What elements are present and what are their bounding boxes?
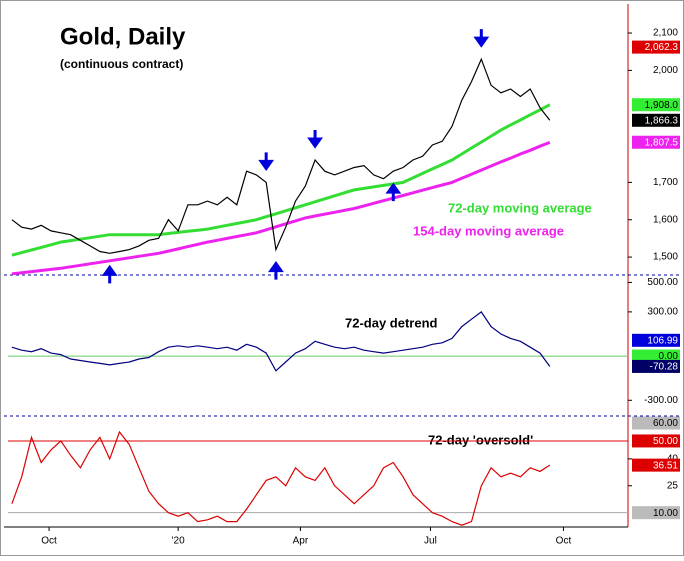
y-tick-label: 1,600 xyxy=(653,214,678,225)
cycle-arrow xyxy=(385,182,402,202)
value-tag xyxy=(632,359,680,373)
x-tick-label: Jul xyxy=(424,536,437,547)
value-tag xyxy=(632,349,680,363)
value-tag xyxy=(632,458,680,472)
value-tag-label: 50.00 xyxy=(653,436,678,447)
legend-label: 72-day moving average xyxy=(448,200,592,215)
data-line xyxy=(11,141,551,275)
panel-title: 72-day 'oversold' xyxy=(428,432,533,447)
value-tag-label: 36.51 xyxy=(653,460,678,471)
y-tick-label: 2,100 xyxy=(653,28,678,39)
chart-subtitle: (continuous contract) xyxy=(60,57,183,71)
cycle-arrow xyxy=(101,264,118,284)
panel-title: 72-day detrend xyxy=(345,315,438,330)
y-tick-label: 300.00 xyxy=(647,307,678,318)
cycle-arrow xyxy=(268,261,284,280)
value-tag-label: 60.00 xyxy=(653,418,678,429)
value-tag-label: 0.00 xyxy=(659,351,679,362)
value-tag xyxy=(632,98,680,112)
value-tag xyxy=(632,40,680,54)
legend-label: 154-day moving average xyxy=(413,223,564,238)
value-tag xyxy=(632,333,680,347)
data-line xyxy=(11,430,551,526)
data-line xyxy=(11,311,551,372)
value-tag-label: 10.00 xyxy=(653,508,678,519)
y-tick-label: 500.00 xyxy=(647,277,678,288)
x-tick-label: Apr xyxy=(293,536,309,547)
data-line xyxy=(11,103,551,257)
value-tag xyxy=(632,434,680,448)
cycle-arrow xyxy=(473,29,490,48)
value-tag xyxy=(632,135,680,149)
x-tick-label: '20 xyxy=(172,536,185,547)
y-tick-label: 1,700 xyxy=(653,177,678,188)
y-tick-label: 2,000 xyxy=(653,65,678,76)
y-tick-label: 25 xyxy=(667,480,679,491)
value-tag-label: -70.28 xyxy=(650,362,679,373)
value-tag xyxy=(632,416,680,430)
cycle-arrow xyxy=(307,129,323,149)
data-line xyxy=(11,57,551,254)
x-tick-label: Oct xyxy=(41,536,57,547)
y-tick-label: 1,500 xyxy=(653,252,678,263)
value-tag-label: 1,807.5 xyxy=(645,137,679,148)
value-tag-label: 2,062.3 xyxy=(645,42,679,53)
chart-title: Gold, Daily xyxy=(60,23,186,50)
y-tick-label: -300.00 xyxy=(644,395,678,406)
value-tag-label: 106.99 xyxy=(647,335,678,346)
x-tick-label: Oct xyxy=(556,536,572,547)
value-tag xyxy=(632,113,680,127)
value-tag-label: 1,866.3 xyxy=(645,115,679,126)
value-tag-label: 1,908.0 xyxy=(645,100,679,111)
value-tag xyxy=(632,506,680,520)
cycle-arrow xyxy=(258,152,275,171)
